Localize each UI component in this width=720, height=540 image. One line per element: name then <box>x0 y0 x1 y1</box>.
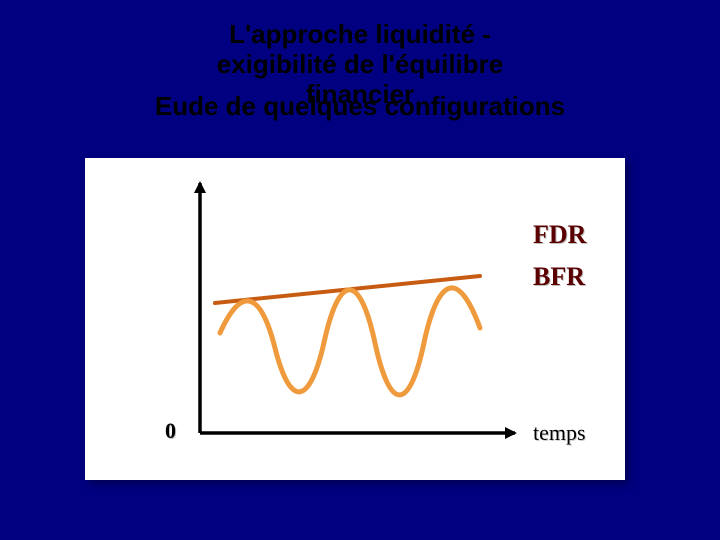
chart-box: 0 FDR BFR temps <box>85 158 625 480</box>
chart-inner: 0 FDR BFR temps <box>85 158 625 480</box>
origin-label: 0 <box>165 418 176 444</box>
title-line-4: Eude de quelques configurations <box>0 92 720 122</box>
title-line-1: L'approche liquidité - <box>0 20 720 50</box>
title-line-2: exigibilité de l'équilibre <box>0 50 720 80</box>
temps-label: temps <box>533 420 586 446</box>
title-block: L'approche liquidité - exigibilité de l'… <box>0 20 720 122</box>
bfr-label: BFR <box>533 262 585 292</box>
fdr-label: FDR <box>533 220 586 250</box>
